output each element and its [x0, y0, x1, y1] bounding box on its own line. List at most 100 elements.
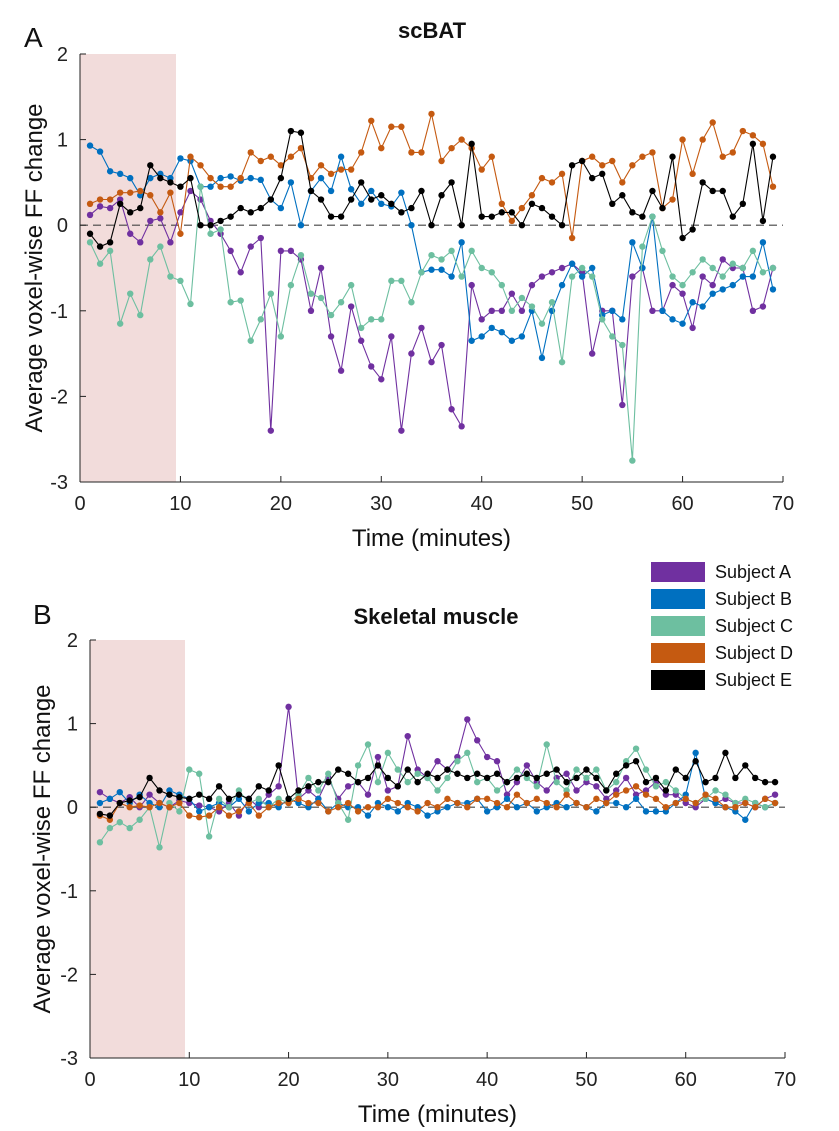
data-point [428, 266, 435, 273]
data-point [649, 213, 656, 220]
data-point [86, 142, 94, 149]
data-point [759, 269, 767, 276]
data-point [689, 324, 696, 332]
data-point [116, 189, 124, 196]
data-point [205, 804, 213, 811]
data-point [106, 239, 114, 246]
data-point [368, 363, 375, 370]
data-point [384, 749, 392, 757]
data-point [347, 186, 355, 193]
data-point [337, 153, 345, 160]
data-point [384, 787, 392, 794]
data-point [156, 844, 163, 851]
data-point [187, 174, 194, 182]
data-point [127, 290, 134, 297]
data-point [709, 119, 716, 126]
x-tick-label: 10 [169, 493, 191, 515]
data-point [513, 804, 521, 811]
data-point [176, 808, 183, 815]
data-point [759, 140, 767, 148]
data-point [769, 264, 777, 272]
data-point [538, 204, 546, 212]
data-point [749, 273, 757, 280]
data-point [96, 839, 104, 846]
data-point [464, 716, 471, 723]
x-tick-label: 70 [774, 1069, 796, 1091]
data-point [378, 316, 385, 323]
data-point [639, 243, 646, 250]
data-point [305, 799, 312, 807]
data-point [217, 226, 224, 233]
data-point [167, 189, 174, 196]
data-point [418, 149, 425, 156]
data-point [227, 247, 234, 255]
data-point [157, 243, 164, 250]
data-point [568, 234, 576, 242]
data-point [146, 774, 153, 782]
data-point [255, 812, 262, 819]
data-point [719, 187, 726, 195]
data-point [599, 170, 606, 178]
data-point [732, 774, 739, 782]
data-point [344, 783, 352, 790]
data-point [177, 155, 184, 162]
data-point [609, 333, 616, 340]
data-point [478, 264, 485, 272]
data-point [327, 311, 335, 319]
data-point [196, 770, 203, 777]
data-point [205, 795, 213, 803]
data-point [358, 179, 365, 186]
data-point [136, 816, 143, 823]
y-axis-label: Average voxel-wise FF change [29, 684, 56, 1013]
data-point [613, 770, 620, 777]
legend-label: Subject D [715, 643, 793, 663]
data-point [205, 812, 213, 819]
data-point [347, 281, 355, 289]
data-point [488, 213, 495, 220]
data-point [247, 337, 254, 344]
data-point [147, 162, 154, 169]
data-point [538, 354, 546, 362]
data-point [679, 281, 686, 289]
data-point [578, 157, 586, 165]
data-point [197, 222, 204, 229]
data-point [518, 333, 526, 340]
data-point [498, 329, 505, 336]
data-point [558, 358, 566, 366]
data-point [388, 200, 395, 207]
data-point [761, 804, 769, 811]
data-point [599, 162, 606, 169]
data-point [325, 808, 332, 815]
data-point [642, 766, 650, 773]
data-point [639, 153, 646, 160]
data-point [662, 787, 670, 794]
data-point [235, 791, 243, 798]
data-point [548, 299, 556, 306]
data-point [325, 770, 332, 777]
data-point [327, 187, 335, 195]
data-point [384, 795, 392, 803]
data-point [523, 770, 531, 777]
data-point [719, 286, 726, 293]
data-point [106, 196, 114, 203]
data-point [493, 799, 501, 807]
data-point [378, 192, 385, 199]
data-point [317, 174, 325, 182]
data-point [722, 791, 729, 798]
baseline-shaded-region [90, 640, 185, 1058]
data-point [558, 264, 566, 272]
data-point [428, 358, 435, 366]
data-point [404, 766, 411, 773]
data-point [508, 337, 516, 344]
data-point [573, 766, 580, 773]
data-point [384, 804, 392, 811]
data-point [619, 401, 626, 409]
data-point [374, 804, 382, 811]
data-point [593, 808, 600, 815]
x-tick-label: 0 [84, 1069, 95, 1091]
data-point [488, 307, 495, 314]
data-point [265, 804, 272, 811]
data-point [364, 741, 372, 748]
data-point [573, 774, 580, 782]
data-point [225, 795, 233, 803]
